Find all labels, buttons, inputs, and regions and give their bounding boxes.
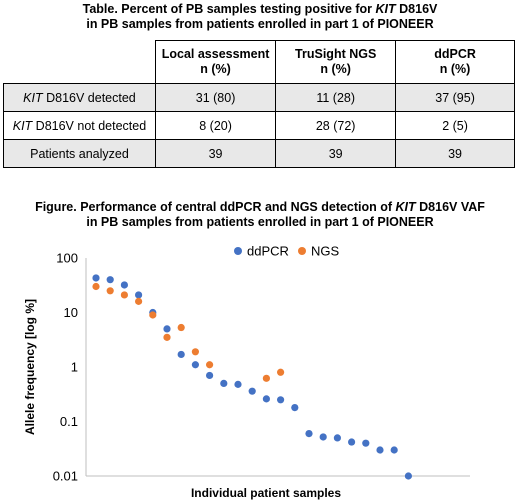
results-table: Local assessment n (%) TruSight NGS n (%) … xyxy=(3,40,515,168)
data-point-ddpcr xyxy=(319,433,327,441)
data-point-ddpcr xyxy=(390,446,398,454)
data-point-ddpcr xyxy=(376,446,384,454)
data-point-ngs xyxy=(177,323,185,332)
row-label: KIT D816V detected xyxy=(3,83,156,112)
data-point-ddpcr xyxy=(220,379,228,388)
x-axis-label: Individual patient samples xyxy=(191,486,341,500)
legend-marker-ddpcr xyxy=(234,247,242,255)
table-header-row: Local assessment n (%) TruSight NGS n (%) … xyxy=(3,40,515,84)
y-tick-label: 1 xyxy=(71,360,78,375)
table-cell: 39 xyxy=(275,139,397,168)
data-point-ddpcr xyxy=(191,361,199,369)
figure-title-line1-post: D816V VAF xyxy=(415,200,485,214)
table-row: KIT D816V detected 31 (80) 11 (28) 37 (9… xyxy=(3,83,515,112)
table-row: KIT D816V not detected 8 (20) 28 (72) 2 … xyxy=(3,111,515,140)
table-title: Table. Percent of PB samples testing pos… xyxy=(0,2,520,32)
legend-marker-ngs xyxy=(298,247,306,255)
figure-title: Figure. Performance of central ddPCR and… xyxy=(0,200,520,230)
data-point-ddpcr xyxy=(248,387,256,395)
header-local-assessment: Local assessment n (%) xyxy=(154,40,277,84)
legend-label-ddpcr: ddPCR xyxy=(247,244,289,259)
header-ddpcr: ddPCR n (%) xyxy=(395,40,515,84)
data-point-ngs xyxy=(92,282,100,291)
y-tick-label: 100 xyxy=(56,251,78,266)
data-point-ddpcr xyxy=(305,429,313,438)
data-point-ddpcr xyxy=(291,403,299,412)
table-cell: 39 xyxy=(154,139,277,168)
table-title-italic: KIT xyxy=(375,2,396,16)
data-point-ddpcr xyxy=(333,434,341,442)
legend-label-ngs: NGS xyxy=(311,244,340,259)
data-point-ngs xyxy=(262,374,270,382)
table-cell: 39 xyxy=(395,139,515,168)
table-cell: 37 (95) xyxy=(395,83,515,112)
data-point-ngs xyxy=(163,333,171,341)
data-point-ngs xyxy=(135,297,143,305)
data-point-ddpcr xyxy=(234,380,242,388)
data-point-ngs xyxy=(149,311,157,319)
table-cell: 28 (72) xyxy=(275,111,397,140)
y-axis-label: Allele frequency [log %] xyxy=(23,299,37,435)
data-point-ddpcr xyxy=(106,276,114,284)
figure-title-italic: KIT xyxy=(395,200,416,214)
data-point-ngs xyxy=(206,361,214,369)
y-tick-label: 0.1 xyxy=(60,414,78,429)
y-tick-label: 0.01 xyxy=(53,469,78,484)
y-tick-label: 10 xyxy=(64,305,78,320)
data-point-ddpcr xyxy=(177,350,185,359)
data-point-ddpcr xyxy=(348,438,356,446)
figure-title-line2: in PB samples from patients enrolled in … xyxy=(86,215,434,229)
table-row: Patients analyzed 39 39 39 xyxy=(3,139,515,168)
data-point-ngs xyxy=(106,287,114,295)
data-point-ddpcr xyxy=(120,281,128,289)
data-point-ddpcr xyxy=(277,396,285,404)
table-cell: 2 (5) xyxy=(395,111,515,140)
data-point-ddpcr xyxy=(404,472,412,480)
data-point-ngs xyxy=(191,348,199,356)
table-cell: 11 (28) xyxy=(275,83,397,112)
data-point-ddpcr xyxy=(262,395,270,403)
table-title-line2: in PB samples from patients enrolled in … xyxy=(86,17,434,31)
data-point-ddpcr xyxy=(135,291,143,299)
table-cell: 31 (80) xyxy=(154,83,277,112)
data-point-ngs xyxy=(120,291,128,299)
data-point-ddpcr xyxy=(92,274,100,282)
data-point-ddpcr xyxy=(163,325,171,333)
figure-title-line1-pre: Figure. Performance of central ddPCR and… xyxy=(35,200,396,214)
table-title-line1-post: D816V xyxy=(395,2,438,16)
data-point-ngs xyxy=(277,368,285,376)
table-title-line1-pre: Table. Percent of PB samples testing pos… xyxy=(82,2,376,16)
table-cell: 8 (20) xyxy=(154,111,277,140)
data-point-ddpcr xyxy=(206,371,214,380)
data-point-ddpcr xyxy=(362,439,370,447)
